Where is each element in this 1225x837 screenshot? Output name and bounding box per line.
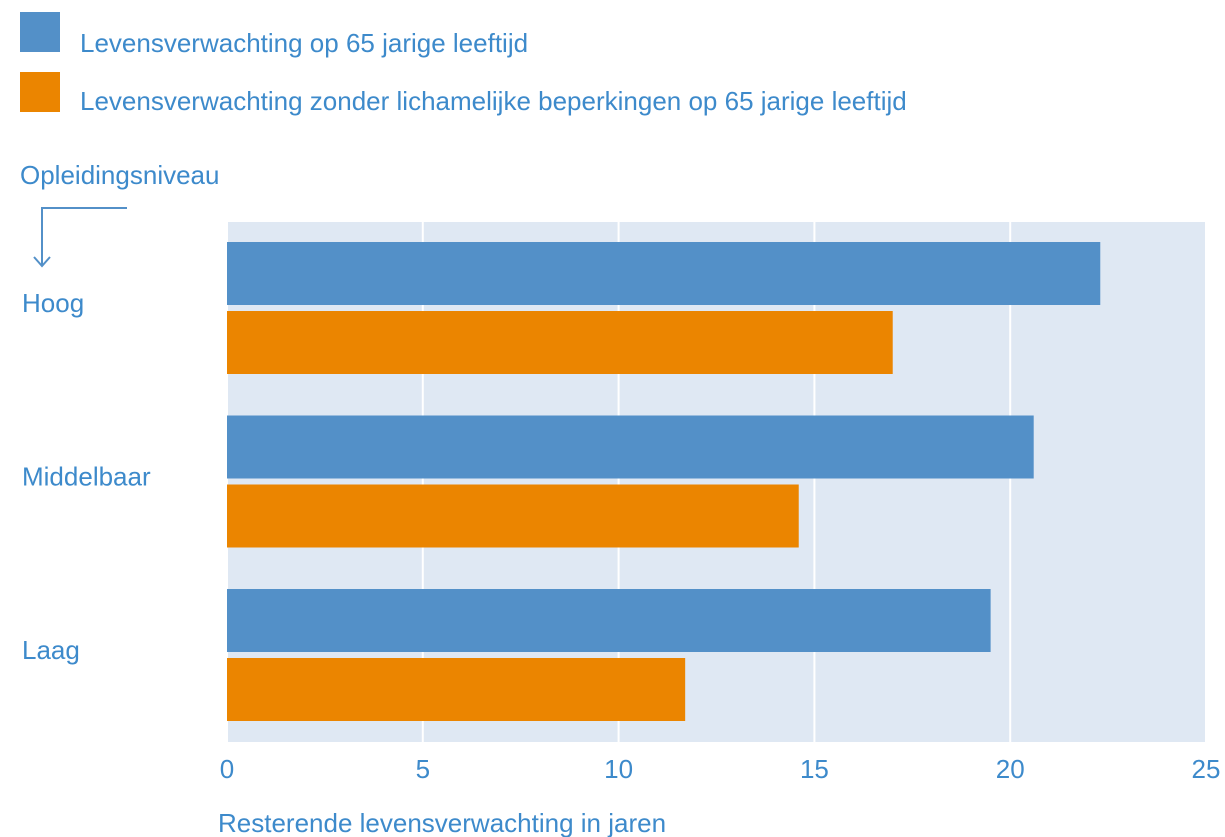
y-tick-label: Middelbaar (22, 461, 151, 491)
y-axis-label: Opleidingsniveau (20, 160, 219, 190)
x-tick-label: 15 (800, 754, 829, 784)
bar (227, 484, 799, 548)
plot-background (227, 222, 1206, 742)
bar (227, 242, 1101, 305)
bar (227, 658, 686, 721)
legend-swatch (20, 72, 60, 112)
axis-arrow (33, 207, 127, 268)
x-tick-label: 10 (604, 754, 633, 784)
x-axis-label: Resterende levensverwachting in jaren (218, 808, 666, 837)
bar (227, 311, 893, 374)
x-tick-label: 0 (220, 754, 234, 784)
x-tick-label: 5 (416, 754, 430, 784)
legend-swatch (20, 12, 60, 52)
bar (227, 589, 991, 652)
legend-label: Levensverwachting zonder lichamelijke be… (80, 86, 907, 116)
x-tick-label: 25 (1192, 754, 1221, 784)
y-tick-label: Laag (22, 635, 80, 665)
bar (227, 415, 1034, 479)
x-tick-label: 20 (996, 754, 1025, 784)
y-tick-label: Hoog (22, 288, 84, 318)
legend-label: Levensverwachting op 65 jarige leeftijd (80, 28, 528, 58)
